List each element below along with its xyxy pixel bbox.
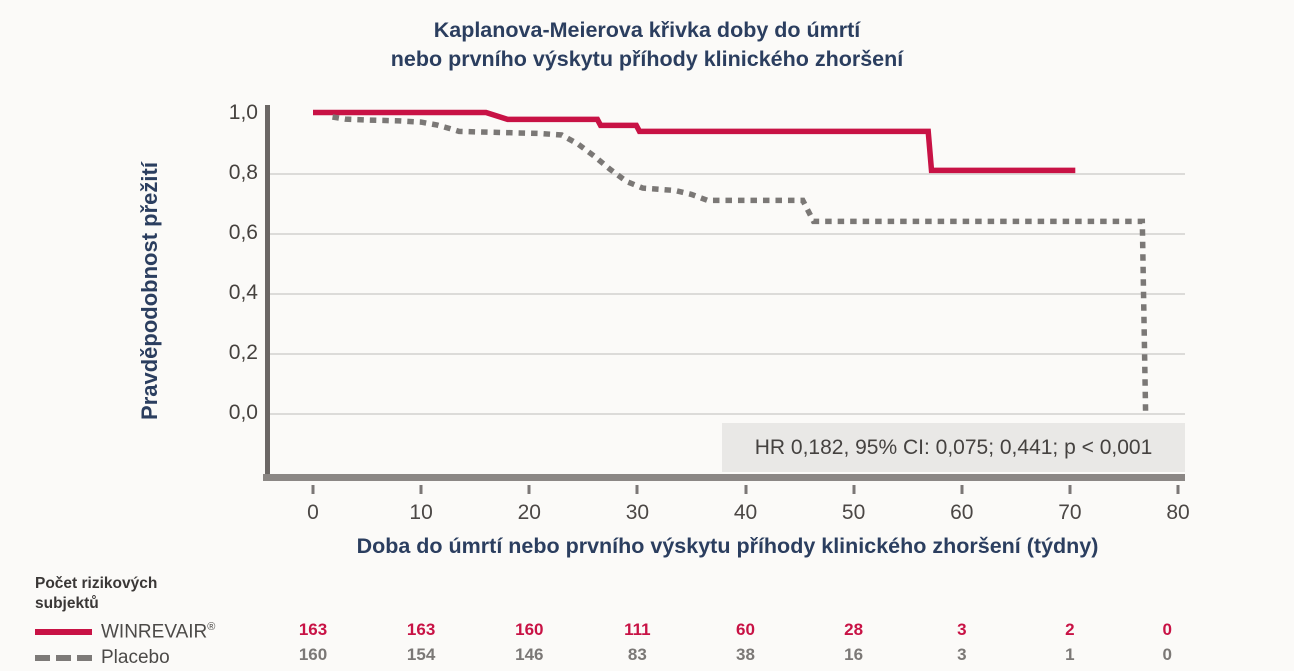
x-tickmark-10 <box>419 485 423 494</box>
x-tick-0: 0 <box>307 501 319 524</box>
risk-winrevair-week80: 0 <box>1162 620 1172 639</box>
risk-winrevair-week20: 160 <box>515 620 544 639</box>
gridline-0-2 <box>270 352 1185 355</box>
y-tick-0-4: 0,4 <box>228 280 258 304</box>
x-axis-label: Doba do úmrtí nebo prvního výskytu přího… <box>356 534 1099 558</box>
x-tickmark-60 <box>960 485 964 494</box>
chart-title: Kaplanova-Meierova křivka doby do úmrtí … <box>0 16 1294 74</box>
gridline-0-6 <box>270 232 1185 235</box>
x-tickmark-80 <box>1176 485 1180 494</box>
risk-winrevair-week10: 163 <box>406 620 436 639</box>
x-tick-80: 80 <box>1166 501 1190 524</box>
x-tick-50: 50 <box>841 501 866 524</box>
risk-placebo-week40: 38 <box>736 645 755 664</box>
risk-placebo-week80: 0 <box>1162 645 1172 664</box>
x-tickmark-0 <box>311 485 315 494</box>
legend-label-winrevair: WINREVAIR® <box>101 620 216 643</box>
x-tickmark-30 <box>635 485 639 494</box>
hr-annotation: HR 0,182, 95% CI: 0,075; 0,441; p < 0,00… <box>722 423 1185 472</box>
risk-placebo-week70: 1 <box>1065 645 1075 664</box>
legend-label-placebo: Placebo <box>101 647 170 668</box>
risk-table-header-line1: Počet rizikových <box>35 575 158 592</box>
x-tick-60: 60 <box>950 501 974 524</box>
risk-winrevair-week70: 2 <box>1065 620 1075 639</box>
risk-placebo-week50: 16 <box>844 645 864 664</box>
y-tick-1-0: 1,0 <box>228 100 258 124</box>
x-tickmark-50 <box>852 485 856 494</box>
placebo-dashed-swatch-icon <box>35 655 92 661</box>
x-tick-20: 20 <box>517 501 541 524</box>
risk-placebo-week20: 146 <box>515 645 544 664</box>
legend-item-placebo: Placebo <box>35 647 170 668</box>
y-tick-0-0: 0,0 <box>228 400 258 424</box>
winrevair-line-swatch-icon <box>35 629 92 635</box>
y-tick-0-2: 0,2 <box>228 340 258 364</box>
risk-winrevair-week30: 111 <box>624 620 651 639</box>
x-tickmark-20 <box>527 485 531 494</box>
y-axis-line <box>265 105 270 480</box>
risk-placebo-week60: 3 <box>957 645 967 664</box>
x-tick-10: 10 <box>409 501 433 524</box>
gridline-0-0 <box>270 412 1185 415</box>
legend-item-winrevair: WINREVAIR® <box>35 620 216 643</box>
registered-mark: ® <box>207 620 216 633</box>
risk-winrevair-week40: 60 <box>736 620 755 639</box>
x-tickmark-70 <box>1068 485 1072 494</box>
gridline-0-8 <box>270 172 1185 175</box>
x-tick-40: 40 <box>733 501 758 524</box>
x-tickmark-40 <box>744 485 747 494</box>
placebo-curve <box>332 114 1149 413</box>
x-tick-70: 70 <box>1058 501 1082 524</box>
risk-winrevair-week50: 28 <box>844 620 864 639</box>
x-tick-30: 30 <box>625 501 650 524</box>
winrevair-curve <box>313 109 1076 174</box>
risk-table-header: Počet rizikových subjektů <box>35 574 157 614</box>
risk-placebo-week10: 154 <box>406 645 436 664</box>
chart-title-line2: nebo prvního výskytu příhody klinického … <box>390 47 904 71</box>
y-tick-0-8: 0,8 <box>228 160 258 184</box>
chart-title-line1: Kaplanova-Meierova křivka doby do úmrtí <box>433 18 861 42</box>
risk-table-header-line2: subjektů <box>35 595 99 612</box>
risk-winrevair-week0: 163 <box>298 620 328 639</box>
risk-winrevair-week60: 3 <box>957 620 967 639</box>
x-axis-line <box>263 474 1185 481</box>
y-tick-0-6: 0,6 <box>228 220 258 244</box>
gridline-0-4 <box>270 292 1185 295</box>
risk-placebo-week0: 160 <box>298 645 328 664</box>
risk-placebo-week30: 83 <box>627 645 647 664</box>
